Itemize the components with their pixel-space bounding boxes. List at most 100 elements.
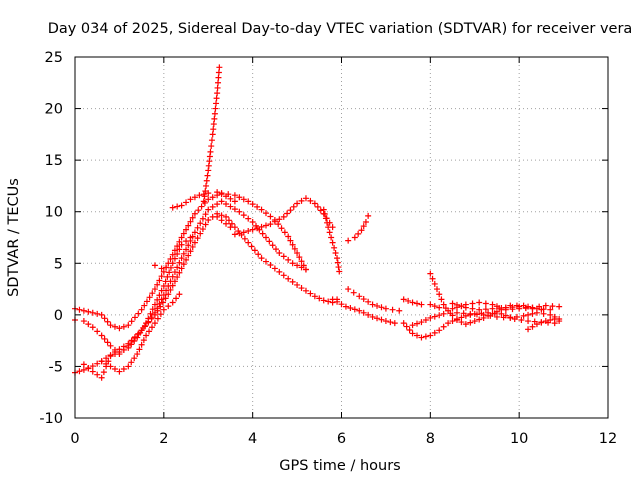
trace-marker xyxy=(135,310,142,317)
trace-marker xyxy=(180,261,187,268)
data-point xyxy=(489,305,496,312)
data-point xyxy=(480,314,487,321)
data-point xyxy=(89,324,96,331)
trace-marker xyxy=(469,300,476,307)
trace-marker xyxy=(136,346,143,353)
trace-marker xyxy=(433,286,440,293)
series-arc-e xyxy=(98,291,183,375)
trace-marker xyxy=(157,303,164,310)
trace-marker xyxy=(460,310,467,317)
data-point xyxy=(223,193,230,200)
trace-marker xyxy=(350,289,357,296)
data-point xyxy=(116,368,123,375)
trace-marker xyxy=(80,366,87,373)
trace-marker xyxy=(294,262,301,269)
data-point xyxy=(431,280,438,287)
trace-marker xyxy=(365,311,372,318)
data-point xyxy=(214,90,221,97)
trace-marker xyxy=(513,313,520,320)
trace-marker xyxy=(453,301,460,308)
data-point xyxy=(151,262,158,269)
trace-marker xyxy=(198,203,205,210)
data-point xyxy=(467,310,474,317)
trace-marker xyxy=(316,295,323,302)
trace-marker xyxy=(259,230,266,237)
trace-marker xyxy=(174,243,181,250)
trace-marker xyxy=(500,314,507,321)
trace-marker xyxy=(335,264,342,271)
trace-marker xyxy=(89,363,96,370)
trace-marker xyxy=(154,281,161,288)
data-point xyxy=(276,249,283,256)
trace-marker xyxy=(245,215,252,222)
trace-marker xyxy=(281,229,288,236)
data-point xyxy=(320,297,327,304)
data-point xyxy=(227,224,234,231)
trace-marker xyxy=(154,296,161,303)
trace-marker xyxy=(374,302,381,309)
trace-marker xyxy=(203,177,210,184)
trace-marker xyxy=(458,319,465,326)
series-arc-6.2 xyxy=(345,212,372,244)
trace-marker xyxy=(218,191,225,198)
series-arc-late-5 xyxy=(449,300,545,313)
x-tick-label: 4 xyxy=(248,431,257,447)
data-point xyxy=(169,204,176,211)
data-point xyxy=(336,268,343,275)
data-point xyxy=(445,307,452,314)
trace-marker xyxy=(191,194,198,201)
data-point xyxy=(258,255,265,262)
x-tick-label: 6 xyxy=(337,431,346,447)
trace-marker xyxy=(148,324,155,331)
data-point xyxy=(427,301,434,308)
trace-marker xyxy=(101,335,108,342)
data-point xyxy=(178,255,185,262)
trace-marker xyxy=(180,250,187,257)
trace-marker xyxy=(389,306,396,313)
trace-marker xyxy=(272,246,279,253)
trace-marker xyxy=(218,217,225,224)
data-point xyxy=(471,318,478,325)
data-point xyxy=(187,196,194,203)
data-point xyxy=(302,195,309,202)
trace-marker xyxy=(111,323,118,330)
data-point xyxy=(249,219,256,226)
trace-marker xyxy=(202,221,209,228)
data-point xyxy=(89,368,96,375)
trace-marker xyxy=(290,203,297,210)
data-point xyxy=(231,192,238,199)
trace-marker xyxy=(249,226,256,233)
data-point xyxy=(311,200,318,207)
series-arc-late-3 xyxy=(409,309,563,329)
trace-marker xyxy=(76,306,83,313)
data-point xyxy=(329,296,336,303)
trace-marker xyxy=(482,300,489,307)
trace-marker xyxy=(331,244,338,251)
data-point xyxy=(191,229,198,236)
data-point xyxy=(449,300,456,307)
trace-marker xyxy=(213,100,220,107)
trace-marker xyxy=(324,219,331,226)
trace-marker xyxy=(111,351,118,358)
data-point xyxy=(125,363,132,370)
data-point xyxy=(525,318,532,325)
trace-marker xyxy=(210,126,217,133)
data-point xyxy=(280,213,287,220)
trace-marker xyxy=(147,310,154,317)
trace-marker xyxy=(176,269,183,276)
data-point xyxy=(231,198,238,205)
data-point xyxy=(551,315,558,322)
data-point xyxy=(169,299,176,306)
series-arc-f xyxy=(214,195,336,238)
trace-marker xyxy=(269,242,276,249)
data-point xyxy=(207,148,214,155)
trace-marker xyxy=(365,298,372,305)
data-point xyxy=(418,334,425,341)
trace-marker xyxy=(199,215,206,222)
trace-marker xyxy=(334,298,341,305)
trace-marker xyxy=(197,220,204,227)
x-axis-label: GPS time / hours xyxy=(279,458,400,474)
trace-marker xyxy=(287,237,294,244)
trace-marker xyxy=(240,196,247,203)
